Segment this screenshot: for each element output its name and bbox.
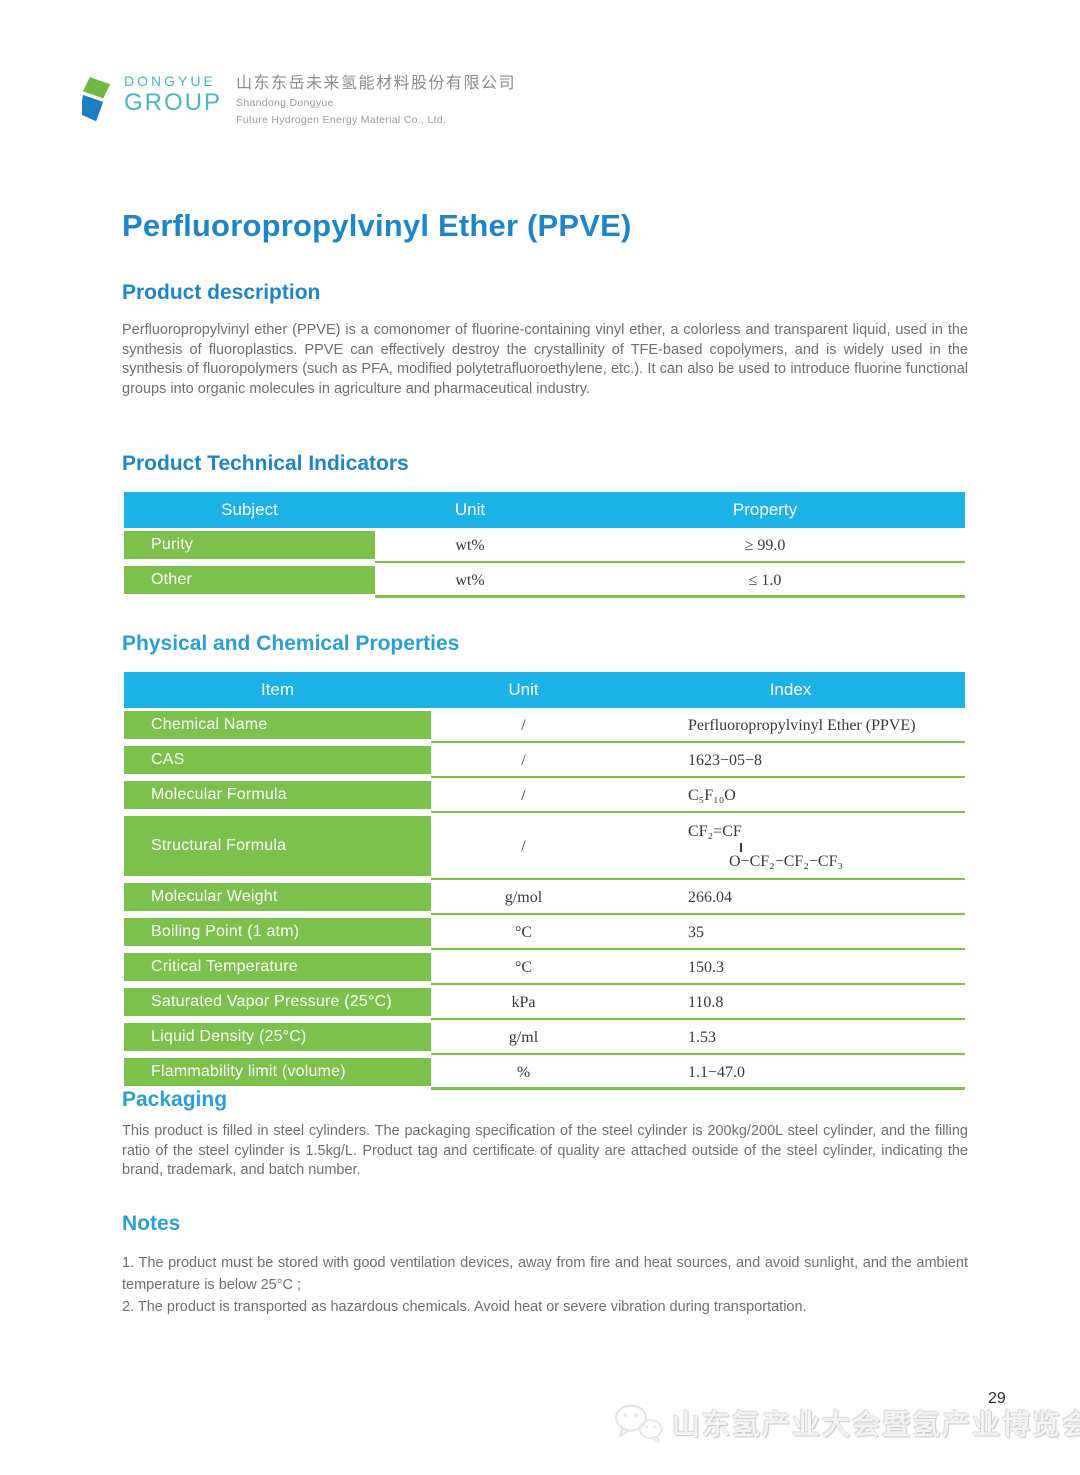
row-label-chemical-name: Chemical Name: [124, 711, 431, 739]
formula-top-line: CF₂=CF: [688, 823, 742, 841]
cell-unit: kPa: [431, 988, 616, 1020]
cell-index-structural-formula: CF₂=CF O−CF₂−CF₂−CF₃: [616, 816, 965, 880]
packaging-paragraph: This product is filled in steel cylinder…: [122, 1123, 968, 1178]
cell-index: 150.3: [616, 953, 965, 985]
column-header-item: Item: [260, 680, 295, 699]
section-heading-technical-indicators: Product Technical Indicators: [122, 452, 409, 475]
cell-unit: wt%: [375, 566, 565, 598]
row-label-saturated-vapor-pressure: Saturated Vapor Pressure (25°C): [124, 988, 431, 1016]
row-label-cas: CAS: [124, 746, 431, 774]
row-label-critical-temperature: Critical Temperature: [124, 953, 431, 981]
table-row: Boiling Point (1 atm) °C 35: [124, 918, 965, 950]
company-name-chinese: 山东东岳未来氢能材料股份有限公司: [236, 75, 517, 92]
table-header-row: Subject Unit Property: [124, 492, 965, 528]
table-row: Molecular Weight g/mol 266.04: [124, 883, 965, 915]
page-title: Perfluoropropylvinyl Ether (PPVE): [122, 208, 632, 243]
product-description-paragraph: Perfluoropropylvinyl ether (PPVE) is a c…: [122, 322, 968, 397]
section-heading-packaging: Packaging: [122, 1088, 228, 1111]
table-row: Liquid Density (25°C) g/ml 1.53: [124, 1023, 965, 1055]
physical-chemical-table: Item Unit Index Chemical Name / Perfluor…: [124, 672, 965, 1090]
bond-vertical-line: [740, 842, 742, 852]
section-heading-product-description: Product description: [122, 281, 321, 304]
row-label-liquid-density: Liquid Density (25°C): [124, 1023, 431, 1051]
row-label-other: Other: [124, 566, 375, 594]
column-header-property: Property: [732, 500, 798, 519]
section-heading-notes: Notes: [122, 1212, 181, 1235]
logo-group-text: GROUP: [124, 89, 223, 116]
dongyue-logo-icon: [82, 77, 111, 122]
table-row-structural-formula: Structural Formula / CF₂=CF O−CF₂−CF₂−CF…: [124, 816, 965, 880]
cell-unit: g/mol: [431, 883, 616, 915]
formula-bottom-line: O−CF₂−CF₂−CF₃: [729, 852, 844, 870]
row-label-molecular-weight: Molecular Weight: [124, 883, 431, 911]
cell-index: C₅F₁₀O: [616, 781, 965, 813]
cell-unit: °C: [431, 918, 616, 950]
cell-unit: /: [431, 711, 616, 743]
row-label-structural-formula: Structural Formula: [124, 816, 431, 876]
cell-unit: /: [431, 781, 616, 813]
company-name-english-line1: Shandong Dongyue: [236, 97, 334, 109]
table-row: Critical Temperature °C 150.3: [124, 953, 965, 985]
cell-index: 1.53: [616, 1023, 965, 1055]
footer-watermark: 山东氢产业大会暨氢产业博览会: [612, 1402, 1080, 1444]
company-name-block: 山东东岳未来氢能材料股份有限公司 Shandong Dongyue Future…: [236, 74, 516, 125]
table-row: Purity wt% ≥ 99.0: [124, 531, 965, 563]
page-number: 29: [988, 1390, 1006, 1407]
cell-index: 35: [616, 918, 965, 950]
column-header-subject: Subject: [221, 500, 278, 519]
watermark-text: 山东氢产业大会暨氢产业博览会: [672, 1409, 1080, 1440]
cell-unit: °C: [431, 953, 616, 985]
company-logo: DONGYUE GROUP 山东东岳未来氢能材料股份有限公司 Shandong …: [82, 74, 516, 128]
note-item-1: 1. The product must be stored with good …: [122, 1255, 968, 1293]
cell-unit: /: [431, 746, 616, 778]
logo-wordmark: DONGYUE GROUP: [124, 74, 222, 115]
cell-unit: /: [431, 816, 616, 880]
section-heading-physical-chemical: Physical and Chemical Properties: [122, 632, 460, 655]
column-header-unit: Unit: [508, 680, 539, 699]
table-row: Flammability limit (volume) % 1.1−47.0: [124, 1058, 965, 1090]
table-row: Molecular Formula / C₅F₁₀O: [124, 781, 965, 813]
logo-dongyue-text: DONGYUE: [124, 73, 216, 89]
cell-index: 1623−05−8: [616, 746, 965, 778]
structural-formula-graphic: CF₂=CF O−CF₂−CF₂−CF₃: [688, 823, 843, 871]
table-header-row: Item Unit Index: [124, 672, 965, 708]
table-row: Saturated Vapor Pressure (25°C) kPa 110.…: [124, 988, 965, 1020]
cell-index: 110.8: [616, 988, 965, 1020]
cell-unit: wt%: [375, 531, 565, 563]
cell-property: ≥ 99.0: [565, 531, 965, 563]
row-label-boiling-point: Boiling Point (1 atm): [124, 918, 431, 946]
cell-index: Perfluoropropylvinyl Ether (PPVE): [616, 711, 965, 743]
table-row: Other wt% ≤ 1.0: [124, 566, 965, 598]
cell-unit: %: [431, 1058, 616, 1090]
cell-property: ≤ 1.0: [565, 566, 965, 598]
company-name-english-line2: Future Hydrogen Energy Material Co., Ltd…: [236, 113, 447, 126]
cell-index: 266.04: [616, 883, 965, 915]
table-row: CAS / 1623−05−8: [124, 746, 965, 778]
row-label-purity: Purity: [124, 531, 375, 559]
technical-indicators-table: Subject Unit Property Purity wt% ≥ 99.0 …: [124, 492, 965, 598]
row-label-molecular-formula: Molecular Formula: [124, 781, 431, 809]
cell-index: 1.1−47.0: [616, 1058, 965, 1090]
cell-unit: g/ml: [431, 1023, 616, 1055]
table-row: Chemical Name / Perfluoropropylvinyl Eth…: [124, 711, 965, 743]
row-label-flammability-limit: Flammability limit (volume): [124, 1058, 431, 1086]
column-header-unit: Unit: [454, 500, 486, 519]
column-header-index: Index: [769, 680, 812, 699]
wechat-icon: [615, 1404, 663, 1443]
note-item-2: 2. The product is transported as hazardo…: [122, 1299, 807, 1315]
